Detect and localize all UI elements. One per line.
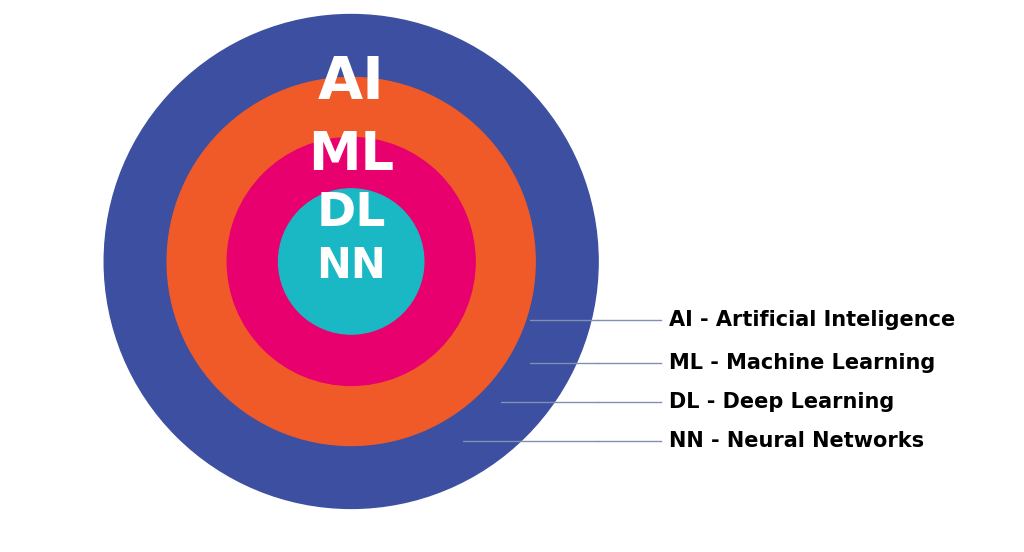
Text: AI - Artificial Inteligence: AI - Artificial Inteligence: [669, 310, 955, 330]
Circle shape: [279, 189, 424, 334]
Text: ML: ML: [308, 129, 394, 181]
Text: DL: DL: [316, 190, 386, 236]
Text: AI: AI: [317, 54, 385, 111]
Text: ML - Machine Learning: ML - Machine Learning: [669, 353, 935, 373]
Circle shape: [227, 137, 475, 385]
Text: NN - Neural Networks: NN - Neural Networks: [669, 431, 924, 450]
Circle shape: [167, 77, 536, 445]
Circle shape: [104, 14, 598, 508]
Text: NN: NN: [316, 245, 386, 287]
Text: DL - Deep Learning: DL - Deep Learning: [669, 392, 894, 412]
